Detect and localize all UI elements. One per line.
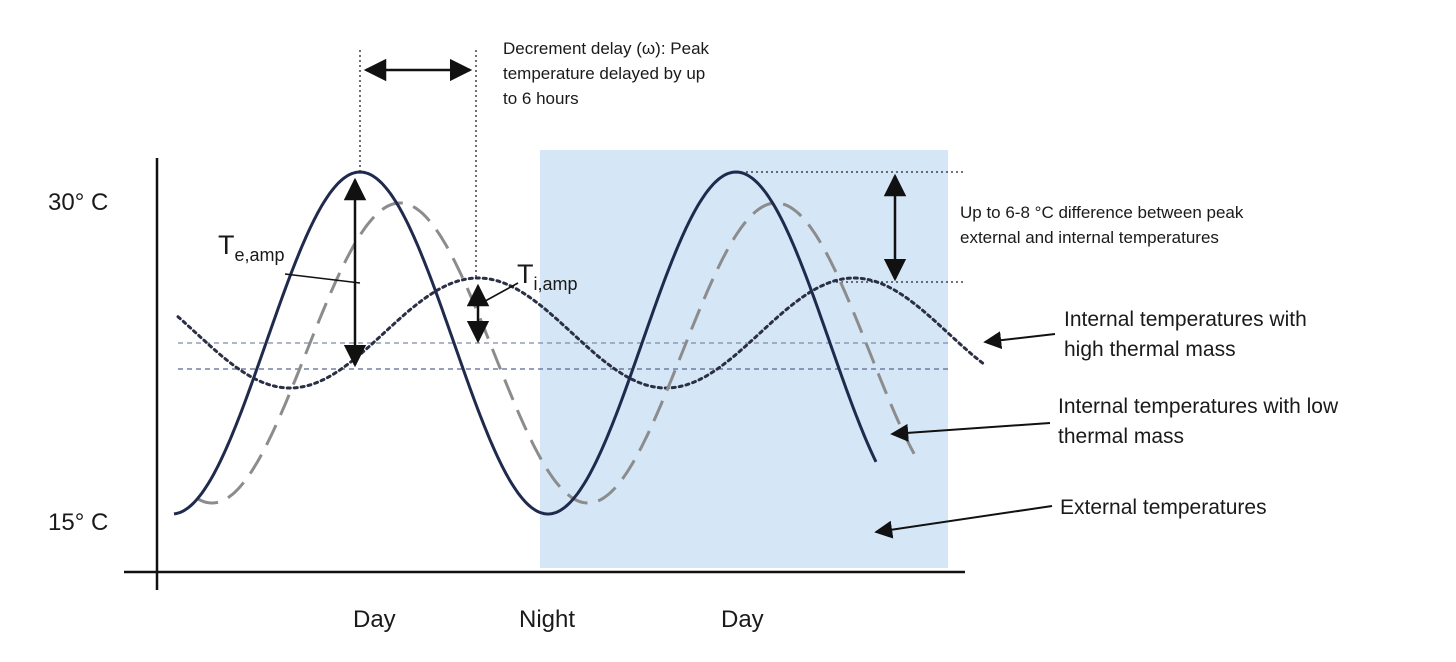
legend-external-line-1: External temperatures [1060, 496, 1267, 519]
decrement-delay-line-1: Decrement delay (ω): Peak [503, 39, 710, 58]
legend-low-mass-line-2: thermal mass [1058, 425, 1184, 448]
high-mass-legend-arrow [983, 331, 1056, 350]
high-thermal-mass-curve [176, 276, 986, 390]
low-mass-legend-arrow [890, 422, 1051, 442]
x-label-day-2: Day [721, 606, 764, 633]
legend-high-mass-line-2: high thermal mass [1064, 338, 1236, 361]
x-label-day-1: Day [353, 606, 396, 633]
y-label-30c: 30° C [48, 189, 108, 216]
peak-difference-line-2: external and internal temperatures [960, 228, 1219, 247]
low-thermal-mass-curve [196, 201, 917, 505]
te-amp-label: Te,amp [218, 230, 285, 265]
night-shaded-region [540, 150, 948, 568]
legend-high-mass-line-1: Internal temperatures with [1064, 308, 1307, 331]
x-label-night: Night [519, 606, 575, 633]
external-temperature-curve [173, 170, 878, 516]
peak-difference-line-1: Up to 6-8 °C difference between peak [960, 203, 1244, 222]
decrement-delay-line-2: temperature delayed by up [503, 64, 705, 83]
te-amp-leader [284, 273, 361, 284]
legend-low-mass-line-1: Internal temperatures with low [1058, 395, 1339, 418]
y-label-15c: 15° C [48, 509, 108, 536]
decrement-delay-line-3: to 6 hours [503, 89, 579, 108]
ti-amp-label: Ti,amp [517, 259, 578, 294]
ti-amp-leader [477, 282, 519, 306]
external-legend-arrow [874, 505, 1053, 539]
